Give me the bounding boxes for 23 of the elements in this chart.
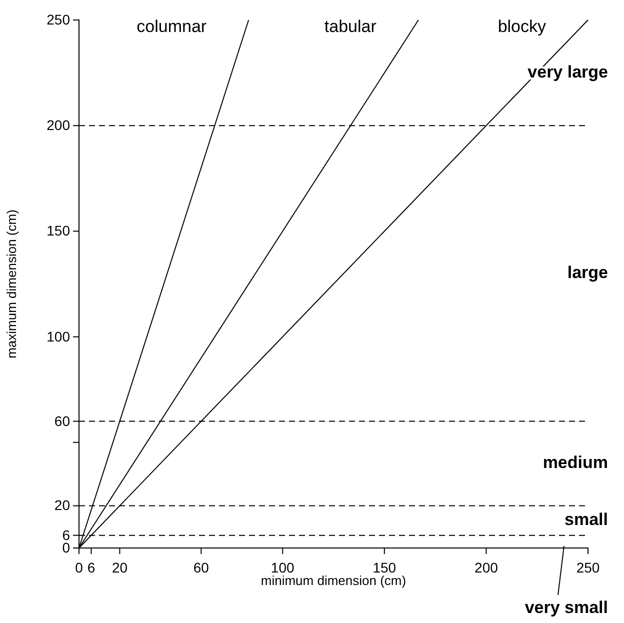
x-tick-label: 60 bbox=[193, 559, 210, 576]
text: very small bbox=[524, 598, 608, 617]
annotation: medium bbox=[542, 453, 608, 472]
y-tick-label: 250 bbox=[46, 11, 70, 28]
y-tick-label: 100 bbox=[46, 328, 70, 344]
x-tick-label: 6 bbox=[87, 559, 96, 576]
x-tick-label: 100 bbox=[270, 559, 294, 576]
x-tick-label: 200 bbox=[474, 559, 498, 576]
series-label: tabular bbox=[324, 17, 377, 36]
y-axis-title: maximum dimension (cm) bbox=[4, 210, 19, 358]
annotation: small bbox=[564, 510, 608, 530]
y-tick-label: 200 bbox=[46, 117, 70, 134]
x-tick-label: 20 bbox=[112, 559, 128, 576]
y-tick-label: 60 bbox=[54, 412, 70, 429]
x-axis-title: minimum dimension (cm) bbox=[260, 573, 406, 588]
annotation: large bbox=[567, 262, 608, 282]
series-label: blocky bbox=[498, 17, 546, 36]
x-tick-label: 150 bbox=[372, 559, 396, 576]
y-tick-label: 20 bbox=[54, 497, 70, 514]
x-tick-label: 0 bbox=[75, 559, 84, 576]
y-tick-label: 150 bbox=[46, 222, 70, 239]
x-tick-label: 250 bbox=[576, 559, 600, 576]
text: columnar bbox=[136, 17, 207, 36]
